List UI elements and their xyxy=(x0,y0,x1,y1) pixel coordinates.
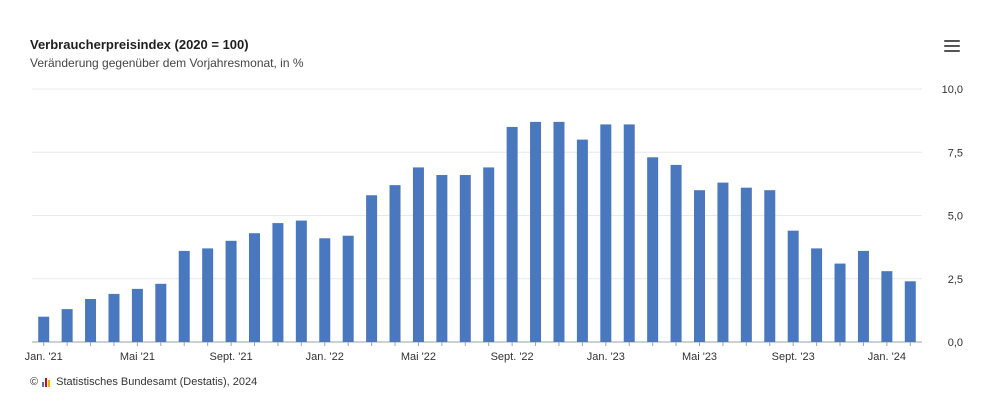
x-tick-label: Mai '21 xyxy=(120,351,155,363)
hamburger-menu-icon[interactable] xyxy=(940,36,964,56)
bar[interactable] xyxy=(178,250,190,342)
bar[interactable] xyxy=(249,233,260,342)
bar[interactable] xyxy=(576,139,588,342)
y-tick-label: 10,0 xyxy=(942,84,963,96)
y-tick-label: 0,0 xyxy=(948,337,963,349)
y-tick-label: 7,5 xyxy=(948,147,963,159)
source-footer: © Statistisches Bundesamt (Destatis), 20… xyxy=(30,376,257,388)
destatis-logo-icon xyxy=(42,377,51,387)
bar[interactable] xyxy=(811,248,823,342)
chart-title: Verbraucherpreisindex (2020 = 100) xyxy=(30,37,249,52)
x-tick-label: Jan. '22 xyxy=(306,351,344,363)
y-tick-label: 5,0 xyxy=(948,211,963,223)
bar[interactable] xyxy=(131,288,143,342)
bar[interactable] xyxy=(295,220,307,342)
x-tick-label: Mai '22 xyxy=(401,351,436,363)
bar[interactable] xyxy=(412,167,424,342)
x-tick-label: Mai '23 xyxy=(682,351,717,363)
bar[interactable] xyxy=(108,293,120,342)
bar[interactable] xyxy=(670,164,682,342)
bar[interactable] xyxy=(38,316,50,342)
x-tick-label: Sept. '23 xyxy=(772,351,815,363)
bar[interactable] xyxy=(389,185,401,342)
bar[interactable] xyxy=(155,283,167,342)
bar[interactable] xyxy=(904,281,916,342)
bar[interactable] xyxy=(436,175,448,342)
x-tick-label: Sept. '22 xyxy=(491,351,534,363)
bar[interactable] xyxy=(857,250,869,342)
source-text: Statistisches Bundesamt (Destatis), 2024 xyxy=(56,376,258,388)
copyright-symbol: © xyxy=(30,376,39,388)
bar[interactable] xyxy=(647,157,659,342)
bar[interactable] xyxy=(694,190,705,342)
bar[interactable] xyxy=(881,271,893,342)
x-tick-label: Sept. '21 xyxy=(210,351,253,363)
x-tick-label: Jan. '24 xyxy=(868,351,906,363)
bar[interactable] xyxy=(483,167,495,342)
bar[interactable] xyxy=(225,240,237,342)
bar[interactable] xyxy=(272,223,284,342)
bar[interactable] xyxy=(506,126,518,342)
bar[interactable] xyxy=(834,263,846,342)
bar[interactable] xyxy=(530,121,542,342)
bar[interactable] xyxy=(740,187,752,342)
y-tick-label: 2,5 xyxy=(948,274,963,286)
bar-chart: 0,0 2,5 5,0 7,5 10,0 Jan. '21 Mai '21 Sept. '21… xyxy=(25,84,963,363)
bar[interactable] xyxy=(600,124,612,342)
bar[interactable] xyxy=(459,175,471,342)
bar[interactable] xyxy=(366,195,378,342)
bar[interactable] xyxy=(61,309,73,342)
chart-subtitle: Veränderung gegenüber dem Vorjahresmonat… xyxy=(30,56,304,70)
bar[interactable] xyxy=(553,121,565,342)
bar[interactable] xyxy=(717,182,729,342)
bar[interactable] xyxy=(319,238,331,342)
bar[interactable] xyxy=(764,190,776,342)
x-tick-label: Jan. '23 xyxy=(587,351,625,363)
bar[interactable] xyxy=(85,298,97,342)
x-tick-label: Jan. '21 xyxy=(25,351,63,363)
bar[interactable] xyxy=(623,124,635,342)
bar[interactable] xyxy=(202,248,214,342)
bar[interactable] xyxy=(787,230,799,342)
bar[interactable] xyxy=(342,235,354,342)
